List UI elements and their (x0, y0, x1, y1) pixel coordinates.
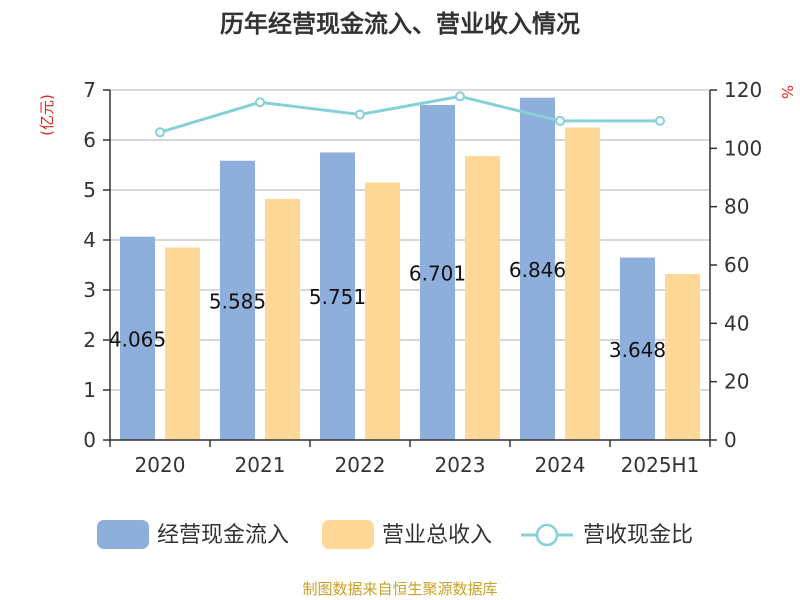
data-label: 6.701 (409, 261, 466, 285)
x-tick-label: 2022 (335, 453, 386, 477)
left-tick-label: 0 (83, 428, 96, 452)
x-tick-label: 2020 (135, 453, 186, 477)
right-tick-label: 120 (724, 78, 762, 102)
right-tick-label: 60 (724, 253, 749, 277)
left-tick-label: 7 (83, 78, 96, 102)
data-label: 5.751 (309, 285, 366, 309)
ratio-point (555, 115, 565, 126)
left-tick-label: 2 (83, 328, 96, 352)
right-tick-label: 0 (724, 428, 737, 452)
gridlines (110, 89, 710, 441)
data-label: 6.846 (509, 258, 566, 282)
bars (120, 97, 700, 440)
data-label: 4.065 (109, 327, 166, 351)
left-tick-label: 6 (83, 128, 96, 152)
bar-total-revenue (465, 156, 500, 440)
right-axis-unit: % (778, 85, 796, 99)
x-tick-label: 2023 (435, 453, 486, 477)
bar-total-revenue (265, 199, 300, 440)
data-label: 3.648 (609, 338, 666, 362)
ratio-line (155, 91, 665, 138)
axes (103, 89, 717, 447)
x-tick-label: 2025H1 (621, 453, 700, 477)
legend-swatch-total-revenue (322, 520, 374, 549)
bar-cash-inflow (420, 104, 455, 440)
right-tick-label: 100 (724, 136, 762, 160)
left-tick-label: 4 (83, 228, 96, 252)
data-labels: 4.065 5.585 5.751 6.701 6.846 3.648 (109, 258, 666, 362)
bar-total-revenue (365, 182, 400, 440)
bar-cash-inflow (520, 97, 555, 440)
bar-cash-inflow (320, 152, 355, 440)
ratio-point (455, 91, 465, 102)
x-tick-label: 2024 (535, 453, 586, 477)
legend-swatch-ratio-point (535, 523, 559, 547)
x-tick-label: 2021 (235, 453, 286, 477)
ratio-point (355, 109, 365, 120)
left-tick-label: 3 (83, 278, 96, 302)
chart-title: 历年经营现金流入、营业收入情况 (220, 10, 580, 38)
tick-labels: 0 1 2 3 4 5 6 7 0 20 40 60 80 100 120 2020 2021 2022 2023 2… (83, 78, 762, 477)
legend-swatch-cash-inflow (97, 520, 149, 549)
bar-cash-inflow (220, 160, 255, 440)
ratio-line-path (159, 94, 660, 134)
bar-cash-inflow (620, 257, 655, 440)
legend: 经营现金流入 营业总收入 营收现金比 (97, 520, 693, 549)
ratio-point (255, 97, 265, 108)
bar-total-revenue (665, 274, 700, 440)
ratio-point (155, 127, 165, 138)
bar-total-revenue (565, 127, 600, 440)
right-tick-label: 20 (724, 370, 749, 394)
left-tick-label: 1 (83, 378, 96, 402)
right-tick-label: 80 (724, 195, 749, 219)
source-note: 制图数据来自恒生聚源数据库 (302, 580, 497, 598)
left-axis-unit: (亿元) (38, 94, 56, 136)
legend-label-total-revenue: 营业总收入 (382, 523, 492, 548)
ratio-point (655, 115, 665, 126)
right-tick-label: 40 (724, 311, 749, 335)
bar-cash-inflow (120, 236, 155, 440)
legend-label-ratio: 营收现金比 (583, 523, 693, 548)
data-label: 5.585 (209, 289, 266, 313)
bar-total-revenue (165, 247, 200, 440)
legend-label-cash-inflow: 经营现金流入 (157, 523, 289, 548)
left-tick-label: 5 (83, 178, 96, 202)
